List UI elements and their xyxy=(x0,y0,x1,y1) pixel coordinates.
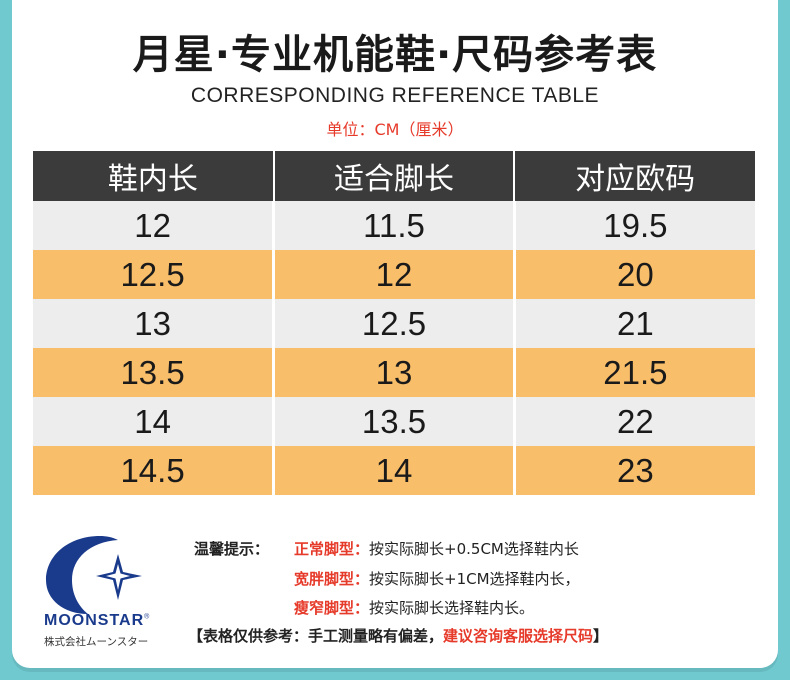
cell-eu-size: 23 xyxy=(514,446,755,495)
tips-label: 温馨提示： xyxy=(194,540,270,558)
table-row: 14 13.5 22 xyxy=(33,397,755,446)
tip-type: 宽胖脚型： xyxy=(294,570,370,588)
page-title: 月星·专业机能鞋·尺码参考表 xyxy=(132,32,658,78)
table-row: 13.5 13 21.5 xyxy=(33,348,755,397)
cell-insole-length: 12.5 xyxy=(33,250,276,299)
cell-eu-size: 19.5 xyxy=(514,201,755,250)
page-subtitle: CORRESPONDING REFERENCE TABLE xyxy=(190,84,600,107)
moonstar-logo-icon xyxy=(46,536,142,614)
tip-text: 按实际脚长+1CM选择鞋内长， xyxy=(369,570,580,588)
reference-note: 【表格仅供参考：手工测量略有偏差，建议咨询客服选择尺码】 xyxy=(188,627,609,645)
cell-eu-size: 21.5 xyxy=(514,348,755,397)
cell-foot-length: 13 xyxy=(273,348,516,397)
cell-insole-length: 12 xyxy=(33,201,276,250)
table-row: 13 12.5 21 xyxy=(33,299,755,348)
cell-insole-length: 14.5 xyxy=(33,446,276,495)
table-header-row: 鞋内长 适合脚长 对应欧码 xyxy=(33,151,755,201)
tip-wide-foot: 宽胖脚型：按实际脚长+1CM选择鞋内长， xyxy=(294,568,580,589)
unit-label: 单位：CM（厘米） xyxy=(326,120,464,139)
cell-insole-length: 14 xyxy=(33,397,276,446)
tip-normal-foot: 正常脚型：按实际脚长+0.5CM选择鞋内长 xyxy=(294,538,579,559)
cell-foot-length: 12.5 xyxy=(273,299,516,348)
cell-eu-size: 20 xyxy=(514,250,755,299)
table-row: 14.5 14 23 xyxy=(33,446,755,495)
header-eu-size: 对应欧码 xyxy=(514,151,755,201)
table-row: 12 11.5 19.5 xyxy=(33,201,755,250)
header-insole-length: 鞋内长 xyxy=(33,151,275,201)
cell-insole-length: 13.5 xyxy=(33,348,276,397)
table-row: 12.5 12 20 xyxy=(33,250,755,299)
tip-type: 正常脚型： xyxy=(294,540,370,558)
cell-foot-length: 13.5 xyxy=(273,397,516,446)
tip-text: 按实际脚长+0.5CM选择鞋内长 xyxy=(369,540,579,558)
tip-narrow-foot: 瘦窄脚型：按实际脚长选择鞋内长。 xyxy=(294,597,534,618)
header-foot-length: 适合脚长 xyxy=(273,151,516,201)
tip-type: 瘦窄脚型： xyxy=(294,599,370,617)
cell-foot-length: 12 xyxy=(273,250,516,299)
brand-name: MOONSTAR® xyxy=(44,612,151,629)
cell-foot-length: 11.5 xyxy=(273,201,516,250)
cell-eu-size: 22 xyxy=(514,397,755,446)
brand-japanese-name: 株式会社ムーンスター xyxy=(44,636,149,648)
cell-eu-size: 21 xyxy=(514,299,755,348)
tip-text: 按实际脚长选择鞋内长。 xyxy=(369,599,535,617)
cell-insole-length: 13 xyxy=(33,299,276,348)
size-table: 鞋内长 适合脚长 对应欧码 12 11.5 19.5 12.5 12 20 13… xyxy=(33,151,755,495)
cell-foot-length: 14 xyxy=(273,446,516,495)
